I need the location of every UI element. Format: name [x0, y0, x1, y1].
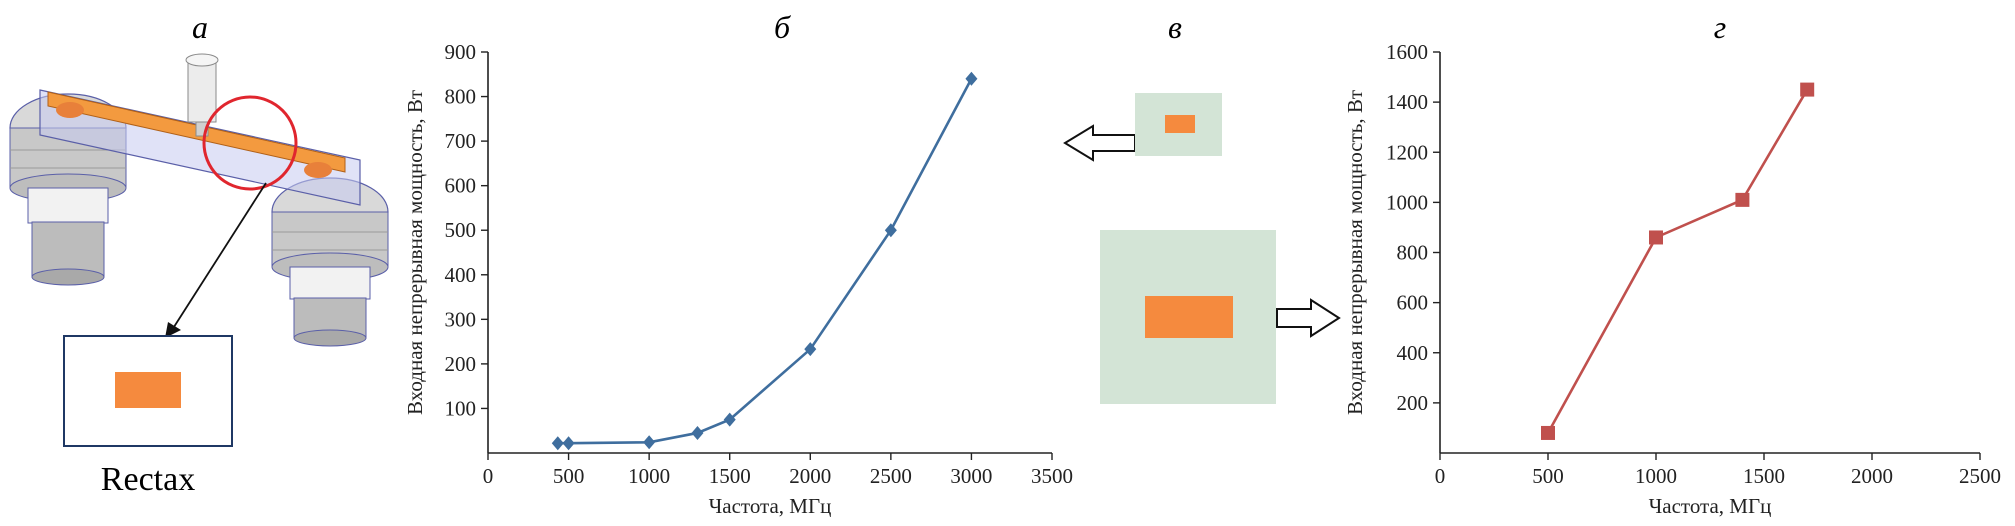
chart-b-y-tick-label: 400	[445, 263, 477, 287]
rectax-conductor-rect	[115, 372, 181, 408]
panel-a-letter: а	[192, 9, 208, 45]
chart-b-y-tick-label: 900	[445, 40, 477, 64]
chart-b: б 0 500 1000 1500 2000 2500 3000 3500 100 200 300 4…	[403, 9, 1073, 518]
chart-g-x-tick-label: 2500	[1959, 464, 2001, 488]
chart-b-data-point	[643, 435, 656, 450]
chart-b-x-axis-label: Частота, МГц	[709, 494, 832, 518]
chart-g-y-tick-label: 400	[1397, 341, 1429, 365]
right-support-column	[271, 177, 389, 347]
panel-v: в	[1063, 9, 1341, 404]
highlight-circle	[202, 95, 298, 191]
chart-g-data-point	[1649, 230, 1663, 245]
chart-g-y-tick-label: 800	[1397, 241, 1429, 265]
chart-g: г 0 500 1000 1500 2000 2500 200 400 600 800 1000 12…	[1343, 9, 2001, 518]
device-illustration	[9, 53, 389, 347]
chart-b-x-tick-label: 1500	[709, 464, 751, 488]
chart-b-data-point	[884, 223, 897, 238]
chart-b-data-point	[965, 71, 978, 86]
chart-g-x-tick-label: 1000	[1635, 464, 1677, 488]
chart-g-y-axis-label: Входная непрерывная мощность, Вт	[1343, 90, 1367, 415]
chart-b-x-tick-label: 2000	[789, 464, 831, 488]
chart-g-y-tick-label: 600	[1397, 291, 1429, 315]
chart-g-series-line	[1546, 88, 1809, 434]
rectax-caption: Rectax	[101, 461, 195, 498]
chart-b-y-tick-label: 600	[445, 174, 477, 198]
chart-g-x-axis-label: Частота, МГц	[1649, 494, 1772, 518]
callout-arrow-line	[171, 182, 267, 331]
panel-v-letter: в	[1168, 9, 1182, 45]
right-hollow-arrow	[1276, 298, 1341, 338]
chart-b-y-tick-label: 800	[445, 85, 477, 109]
small-cross-section-conductor	[1165, 115, 1195, 133]
chart-b-x-tick-label: 0	[483, 464, 494, 488]
chart-b-x-tick-label: 3000	[950, 464, 992, 488]
chart-b-x-tick-label: 500	[553, 464, 585, 488]
chart-b-data-point	[551, 436, 564, 451]
chart-b-letter: б	[774, 9, 791, 45]
chart-g-x-tick-label: 1500	[1743, 464, 1785, 488]
large-cross-section-conductor	[1145, 296, 1233, 338]
chart-g-y-tick-label: 200	[1397, 391, 1429, 415]
chart-b-y-tick-label: 500	[445, 218, 477, 242]
chart-b-data-point	[723, 412, 736, 427]
chart-b-y-tick-label: 200	[445, 352, 477, 376]
chart-b-y-tick-label: 300	[445, 307, 477, 331]
chart-b-x-tick-label: 1000	[628, 464, 670, 488]
chart-b-x-tick-label: 3500	[1031, 464, 1073, 488]
chart-g-y-tick-label: 1000	[1386, 190, 1428, 214]
chart-g-letter: г	[1714, 9, 1726, 45]
chart-b-x-tick-label: 2500	[870, 464, 912, 488]
chart-g-x-tick-label: 500	[1532, 464, 1564, 488]
chart-b-data-point	[804, 342, 817, 357]
chart-g-data-point	[1735, 192, 1750, 207]
chart-g-y-tick-label: 1400	[1386, 90, 1428, 114]
chart-g-data-point	[1800, 82, 1815, 97]
chart-g-x-tick-label: 2000	[1851, 464, 1893, 488]
chart-b-data-point	[562, 436, 575, 451]
chart-b-y-tick-label: 700	[445, 129, 477, 153]
chart-g-y-tick-label: 1600	[1386, 40, 1428, 64]
chart-g-y-tick-label: 1200	[1386, 140, 1428, 164]
left-hollow-arrow	[1063, 124, 1136, 162]
chart-b-y-axis-label: Входная непрерывная мощность, Вт	[403, 90, 427, 415]
chart-b-y-tick-label: 100	[445, 396, 477, 420]
callout-arrow-head	[165, 322, 181, 338]
panel-a: а	[9, 9, 389, 498]
chart-b-series-line	[557, 78, 973, 445]
chart-g-data-point	[1541, 425, 1555, 440]
chart-b-data-point	[691, 425, 704, 440]
chart-g-x-tick-label: 0	[1435, 464, 1446, 488]
